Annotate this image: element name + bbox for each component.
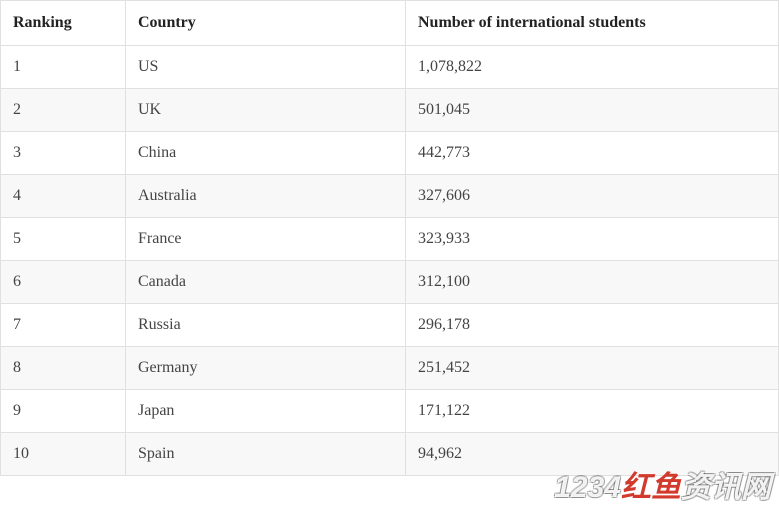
cell-ranking: 2 xyxy=(1,89,126,132)
cell-ranking: 10 xyxy=(1,433,126,476)
col-header-students: Number of international students xyxy=(406,1,779,46)
cell-students: 1,078,822 xyxy=(406,46,779,89)
cell-students: 323,933 xyxy=(406,218,779,261)
table-row: 3 China 442,773 xyxy=(1,132,779,175)
cell-country: US xyxy=(126,46,406,89)
cell-students: 251,452 xyxy=(406,347,779,390)
cell-ranking: 4 xyxy=(1,175,126,218)
cell-students: 312,100 xyxy=(406,261,779,304)
cell-country: UK xyxy=(126,89,406,132)
cell-students: 442,773 xyxy=(406,132,779,175)
table-header-row: Ranking Country Number of international … xyxy=(1,1,779,46)
cell-ranking: 5 xyxy=(1,218,126,261)
table-row: 2 UK 501,045 xyxy=(1,89,779,132)
cell-students: 501,045 xyxy=(406,89,779,132)
table-row: 10 Spain 94,962 xyxy=(1,433,779,476)
cell-ranking: 1 xyxy=(1,46,126,89)
table-row: 1 US 1,078,822 xyxy=(1,46,779,89)
cell-country: Russia xyxy=(126,304,406,347)
cell-ranking: 6 xyxy=(1,261,126,304)
cell-country: Australia xyxy=(126,175,406,218)
cell-country: France xyxy=(126,218,406,261)
cell-ranking: 8 xyxy=(1,347,126,390)
table-row: 4 Australia 327,606 xyxy=(1,175,779,218)
cell-country: Canada xyxy=(126,261,406,304)
cell-students: 94,962 xyxy=(406,433,779,476)
cell-ranking: 7 xyxy=(1,304,126,347)
table-row: 6 Canada 312,100 xyxy=(1,261,779,304)
table-body: 1 US 1,078,822 2 UK 501,045 3 China 442,… xyxy=(1,46,779,476)
cell-country: Spain xyxy=(126,433,406,476)
table-row: 5 France 323,933 xyxy=(1,218,779,261)
cell-ranking: 9 xyxy=(1,390,126,433)
table-row: 8 Germany 251,452 xyxy=(1,347,779,390)
students-table: Ranking Country Number of international … xyxy=(0,0,779,476)
table-row: 7 Russia 296,178 xyxy=(1,304,779,347)
cell-ranking: 3 xyxy=(1,132,126,175)
col-header-country: Country xyxy=(126,1,406,46)
cell-country: China xyxy=(126,132,406,175)
cell-students: 327,606 xyxy=(406,175,779,218)
cell-students: 296,178 xyxy=(406,304,779,347)
col-header-ranking: Ranking xyxy=(1,1,126,46)
table-header: Ranking Country Number of international … xyxy=(1,1,779,46)
cell-country: Germany xyxy=(126,347,406,390)
cell-country: Japan xyxy=(126,390,406,433)
cell-students: 171,122 xyxy=(406,390,779,433)
table-row: 9 Japan 171,122 xyxy=(1,390,779,433)
